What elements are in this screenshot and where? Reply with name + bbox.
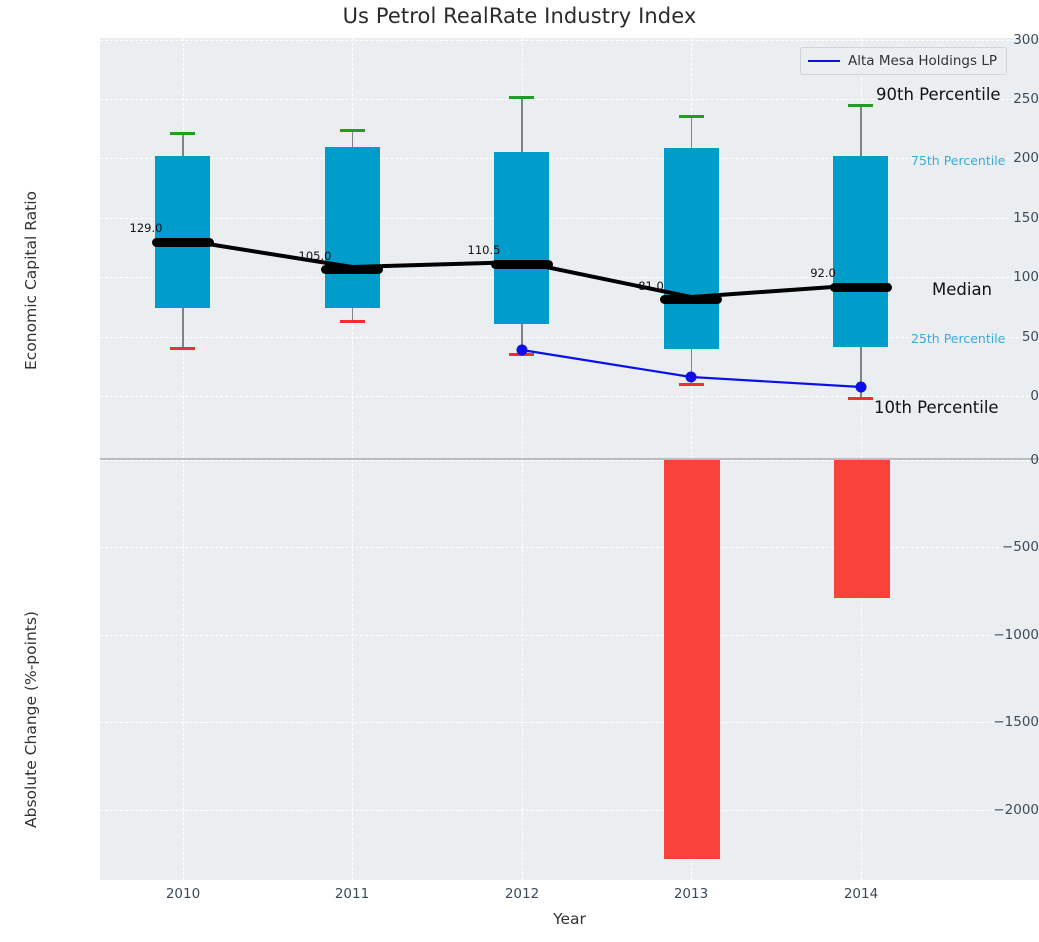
gridline-top-150 xyxy=(100,217,1039,219)
box-2011 xyxy=(325,147,380,308)
vgridline-bottom-2011 xyxy=(352,459,353,880)
whisker-cap-low-2011 xyxy=(340,320,365,323)
xtick-2011: 2011 xyxy=(334,886,370,902)
lower-plot-panel xyxy=(100,459,1039,880)
gridline-bottom-m1500 xyxy=(100,722,1039,723)
median-marker-2011 xyxy=(321,265,383,274)
vgridline-bottom-2010 xyxy=(183,459,184,880)
legend[interactable]: Alta Mesa Holdings LP xyxy=(800,47,1007,75)
gridline-top-250 xyxy=(100,99,1039,100)
vgridline-bottom-2012 xyxy=(522,459,523,880)
ytick-top-50: 50 xyxy=(1021,328,1039,345)
median-marker-2010 xyxy=(152,238,214,247)
legend-line-swatch xyxy=(808,60,840,62)
gridline-top-50 xyxy=(100,336,1039,338)
ytick-top-300: 300 xyxy=(1013,31,1039,48)
ytick-bottom-m2000: −2000 xyxy=(993,801,1039,818)
company-marker-2012[interactable] xyxy=(516,344,528,356)
y-axis-title-bottom: Absolute Change (%-points) xyxy=(22,611,40,828)
box-2014 xyxy=(833,156,888,347)
y-axis-title-top: Economic Capital Ratio xyxy=(22,190,40,370)
annotation-90th-percentile: 90th Percentile xyxy=(876,85,1001,104)
median-marker-2012 xyxy=(491,260,553,269)
legend-label: Alta Mesa Holdings LP xyxy=(848,53,997,69)
median-label-2011: 105.0 xyxy=(298,249,332,263)
gridline-top-200 xyxy=(100,158,1039,160)
xtick-2014: 2014 xyxy=(843,886,879,902)
xtick-2012: 2012 xyxy=(504,886,540,902)
whisker-cap-low-2014 xyxy=(848,397,873,400)
ytick-top-250: 250 xyxy=(1013,91,1039,107)
gridline-bottom-m2000 xyxy=(100,809,1039,811)
ytick-top-100: 100 xyxy=(1013,269,1039,286)
gridline-bottom-m500 xyxy=(100,547,1039,548)
annotation-median: Median xyxy=(932,280,993,299)
company-marker-2013[interactable] xyxy=(685,371,697,383)
chart-title: Us Petrol RealRate Industry Index xyxy=(342,4,697,28)
ytick-top-200: 200 xyxy=(1013,150,1039,167)
annotation-75th-percentile: 75th Percentile xyxy=(911,153,1006,168)
median-label-2014: 92.0 xyxy=(810,266,836,280)
change-bar-2014 xyxy=(834,460,890,598)
gridline-top-300 xyxy=(100,39,1039,41)
xtick-2013: 2013 xyxy=(673,886,709,902)
company-marker-2014[interactable] xyxy=(855,381,867,393)
whisker-cap-low-2010 xyxy=(170,347,195,350)
median-marker-2013 xyxy=(660,295,722,304)
gridline-bottom-0 xyxy=(100,459,1039,461)
vgridline-bottom-2014 xyxy=(861,459,862,880)
x-axis-title: Year xyxy=(553,910,586,928)
xtick-2010: 2010 xyxy=(165,886,201,902)
panel-divider xyxy=(100,458,1039,460)
box-2013 xyxy=(664,148,719,349)
median-marker-2014 xyxy=(830,283,892,292)
ytick-top-150: 150 xyxy=(1013,209,1039,226)
median-label-2012: 110.5 xyxy=(467,243,501,257)
change-bar-2013 xyxy=(664,460,720,859)
median-label-2013: 81.0 xyxy=(638,279,664,293)
ytick-bottom-0: 0 xyxy=(1030,451,1039,468)
whisker-cap-high-2013 xyxy=(679,115,704,118)
gridline-top-100 xyxy=(100,277,1039,279)
box-2012 xyxy=(494,152,549,324)
gridline-top-0 xyxy=(100,396,1039,397)
gridline-bottom-m1000 xyxy=(100,634,1039,636)
ytick-bottom-m500: −500 xyxy=(1001,539,1039,555)
whisker-cap-high-2014 xyxy=(848,104,873,107)
annotation-10th-percentile: 10th Percentile xyxy=(874,398,999,417)
median-label-2010: 129.0 xyxy=(129,221,163,235)
annotation-25th-percentile: 25th Percentile xyxy=(911,331,1006,346)
whisker-cap-high-2011 xyxy=(340,129,365,132)
whisker-cap-high-2012 xyxy=(509,96,534,99)
ytick-top-0: 0 xyxy=(1030,388,1039,404)
whisker-cap-low-2013 xyxy=(679,383,704,386)
ytick-bottom-m1000: −1000 xyxy=(993,626,1039,643)
ytick-bottom-m1500: −1500 xyxy=(993,714,1039,730)
box-2010 xyxy=(155,156,210,308)
whisker-cap-high-2010 xyxy=(170,132,195,135)
